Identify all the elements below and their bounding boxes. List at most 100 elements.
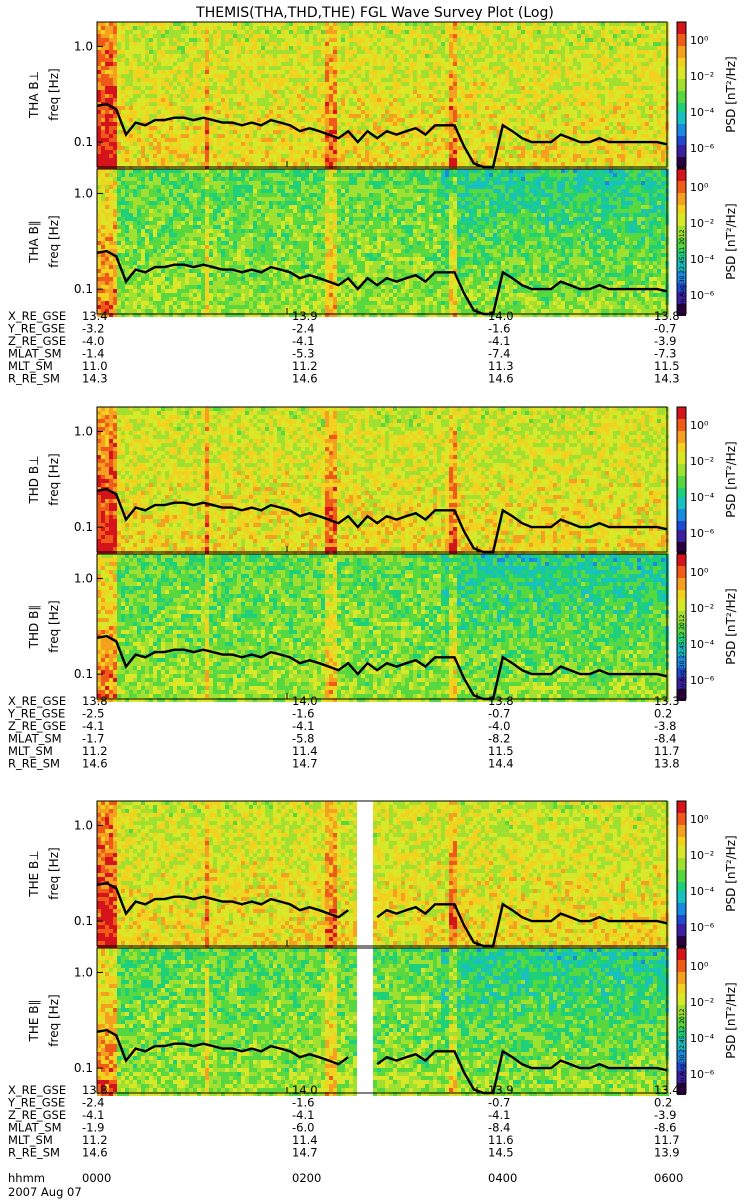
heatmap-cell xyxy=(425,146,429,150)
heatmap-cell xyxy=(617,58,621,62)
heatmap-cell xyxy=(357,114,361,118)
heatmap-cell xyxy=(209,54,213,58)
heatmap-cell xyxy=(485,102,489,106)
heatmap-cell xyxy=(325,22,329,26)
heatmap-cell xyxy=(513,74,517,78)
heatmap-cell xyxy=(369,130,373,134)
heatmap-cell xyxy=(557,154,561,158)
heatmap-cell xyxy=(565,22,569,26)
heatmap-cell xyxy=(429,70,433,74)
heatmap-cell xyxy=(629,38,633,42)
heatmap-cell xyxy=(137,34,141,38)
heatmap-cell xyxy=(365,110,369,114)
heatmap-cell xyxy=(405,42,409,46)
heatmap-cell xyxy=(281,62,285,66)
heatmap-cell xyxy=(309,110,313,114)
heatmap-cell xyxy=(109,62,113,66)
heatmap-cell xyxy=(137,26,141,30)
heatmap-cell xyxy=(541,118,545,122)
heatmap-cell xyxy=(189,94,193,98)
heatmap-cell xyxy=(381,118,385,122)
heatmap-cell xyxy=(233,90,237,94)
heatmap-cell xyxy=(169,86,173,90)
heatmap-cell xyxy=(625,30,629,34)
heatmap-cell xyxy=(197,70,201,74)
heatmap-cell xyxy=(261,50,265,54)
heatmap-cell xyxy=(409,154,413,158)
heatmap-cell xyxy=(293,158,297,162)
heatmap-cell xyxy=(601,102,605,106)
heatmap-cell xyxy=(473,30,477,34)
heatmap-cell xyxy=(113,102,117,106)
heatmap-cell xyxy=(193,58,197,62)
heatmap-cell xyxy=(489,86,493,90)
heatmap-cell xyxy=(497,66,501,70)
heatmap-cell xyxy=(605,98,609,102)
heatmap-cell xyxy=(317,114,321,118)
heatmap-cell xyxy=(417,46,421,50)
heatmap-cell xyxy=(537,54,541,58)
heatmap-cell xyxy=(121,30,125,34)
heatmap-cell xyxy=(129,50,133,54)
heatmap-cell xyxy=(501,38,505,42)
heatmap-cell xyxy=(149,82,153,86)
heatmap-cell xyxy=(161,38,165,42)
heatmap-cell xyxy=(261,30,265,34)
heatmap-cell xyxy=(373,122,377,126)
heatmap-cell xyxy=(173,106,177,110)
heatmap-cell xyxy=(345,134,349,138)
heatmap-cell xyxy=(261,58,265,62)
heatmap-cell xyxy=(545,118,549,122)
heatmap-cell xyxy=(521,138,525,142)
heatmap-cell xyxy=(369,154,373,158)
heatmap-cell xyxy=(573,38,577,42)
heatmap-cell xyxy=(105,62,109,66)
heatmap-cell xyxy=(581,66,585,70)
heatmap-cell xyxy=(233,70,237,74)
heatmap-cell xyxy=(305,50,309,54)
heatmap-cell xyxy=(385,58,389,62)
heatmap-cell xyxy=(193,38,197,42)
heatmap-cell xyxy=(529,146,533,150)
heatmap-cell xyxy=(369,30,373,34)
heatmap-cell xyxy=(565,90,569,94)
heatmap-cell xyxy=(481,58,485,62)
heatmap-cell xyxy=(633,38,637,42)
heatmap-cell xyxy=(525,58,529,62)
heatmap-cell xyxy=(269,102,273,106)
heatmap-cell xyxy=(189,70,193,74)
heatmap-cell xyxy=(449,138,453,142)
heatmap-cell xyxy=(593,134,597,138)
heatmap-cell xyxy=(161,110,165,114)
heatmap-cell xyxy=(497,106,501,110)
heatmap-cell xyxy=(413,102,417,106)
heatmap-cell xyxy=(569,58,573,62)
heatmap-cell xyxy=(577,98,581,102)
heatmap-cell xyxy=(621,154,625,158)
heatmap-cell xyxy=(497,38,501,42)
heatmap-cell xyxy=(353,154,357,158)
heatmap-cell xyxy=(529,154,533,158)
heatmap-cell xyxy=(557,106,561,110)
heatmap-cell xyxy=(261,106,265,110)
heatmap-cell xyxy=(537,42,541,46)
heatmap-cell xyxy=(489,70,493,74)
heatmap-cell xyxy=(329,42,333,46)
heatmap-cell xyxy=(137,142,141,146)
heatmap-cell xyxy=(513,158,517,162)
heatmap-cell xyxy=(197,166,201,170)
heatmap-cell xyxy=(305,46,309,50)
heatmap-cell xyxy=(337,162,341,166)
heatmap-cell xyxy=(549,166,553,170)
heatmap-cell xyxy=(109,142,113,146)
heatmap-cell xyxy=(353,26,357,30)
heatmap-cell xyxy=(273,102,277,106)
heatmap-cell xyxy=(213,134,217,138)
heatmap-cell xyxy=(113,66,117,70)
heatmap-cell xyxy=(225,146,229,150)
heatmap-cell xyxy=(333,86,337,90)
heatmap-cell xyxy=(329,142,333,146)
heatmap-cell xyxy=(165,34,169,38)
heatmap-cell xyxy=(449,34,453,38)
heatmap-cell xyxy=(401,54,405,58)
